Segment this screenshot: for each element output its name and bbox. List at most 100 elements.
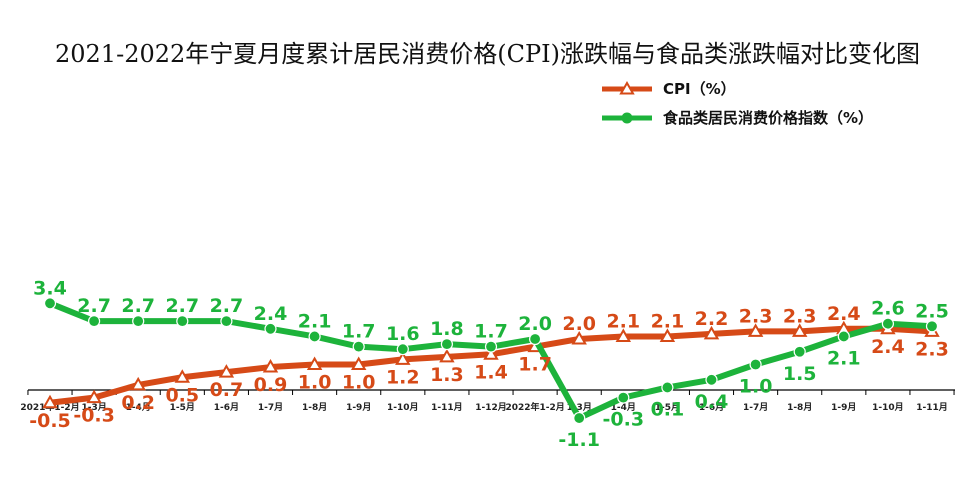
cpi-data-label: 1.7 — [518, 354, 552, 376]
food-data-label: -1.1 — [558, 429, 600, 451]
cpi-data-label: 2.3 — [783, 305, 817, 327]
cpi-data-label: 0.9 — [254, 374, 288, 396]
series-layer — [42, 297, 940, 425]
data-point — [350, 356, 367, 370]
cpi-data-label: 2.4 — [827, 303, 861, 325]
data-point — [484, 340, 498, 353]
food-data-label: 0.1 — [651, 398, 685, 420]
cpi-data-label: 1.3 — [430, 364, 464, 386]
cpi-data-label: 1.0 — [298, 372, 332, 394]
x-axis: 2021年1-2月1-3月1-4月1-5月1-6月1-7月1-8月1-9月1-1… — [20, 389, 955, 413]
data-point — [703, 325, 720, 340]
cpi-data-label: 2.1 — [651, 310, 685, 332]
cpi-data-label: 2.1 — [606, 310, 640, 332]
cpi-data-label: 1.0 — [342, 372, 376, 394]
data-point — [705, 373, 718, 386]
x-tick-label: 1-10月 — [387, 402, 419, 413]
data-point — [395, 351, 411, 365]
cpi-data-label: 2.0 — [562, 313, 596, 335]
cpi-data-label: 2.3 — [915, 338, 949, 360]
x-tick-label: 1-12月 — [475, 402, 507, 413]
food-data-label: 3.4 — [33, 277, 67, 299]
food-data-label: 1.7 — [342, 321, 376, 343]
data-point — [174, 369, 191, 383]
x-tick-label: 1-9月 — [346, 402, 371, 413]
x-tick-label: 1-11月 — [431, 402, 463, 413]
food-data-label: 2.1 — [827, 347, 861, 369]
cpi-data-label: -0.3 — [73, 405, 115, 427]
legend: CPI（%） 食品类居民消费价格指数（%） — [602, 80, 873, 127]
x-tick-label: 1-7月 — [258, 402, 283, 413]
data-point — [43, 297, 57, 310]
legend-item-cpi: CPI（%） — [602, 80, 736, 98]
data-point — [483, 346, 499, 360]
food-data-label: 1.0 — [739, 376, 773, 398]
data-point — [220, 315, 233, 328]
cpi-data-label: 2.3 — [739, 305, 773, 327]
series-food — [43, 297, 939, 425]
cpi-data-label: 2.2 — [695, 308, 729, 330]
x-tick-label: 1-10月 — [872, 402, 904, 413]
legend-marker-icon — [619, 80, 635, 95]
food-data-label: 2.5 — [915, 300, 949, 322]
data-point — [132, 315, 145, 328]
legend-label: CPI（%） — [663, 80, 736, 98]
data-point — [617, 391, 630, 404]
food-data-label: 1.6 — [386, 323, 420, 345]
food-data-label: 2.7 — [165, 295, 199, 317]
cpi-data-label: 1.4 — [474, 361, 508, 383]
x-tick-label: 1-8月 — [787, 402, 812, 413]
data-point — [528, 332, 542, 346]
food-data-label: 0.4 — [695, 391, 729, 413]
cpi-data-label: 2.4 — [871, 336, 905, 358]
data-point — [573, 411, 586, 425]
cpi-data-label: 0.2 — [121, 392, 155, 414]
data-point — [615, 328, 632, 342]
data-point — [306, 356, 323, 370]
series-cpi — [42, 320, 940, 409]
data-point — [747, 323, 764, 337]
food-data-label: -0.3 — [603, 409, 645, 431]
x-tick-label: 1-8月 — [302, 402, 327, 413]
food-data-label: 1.7 — [474, 321, 508, 343]
food-data-label: 1.5 — [783, 363, 817, 385]
data-point — [793, 345, 806, 358]
x-tick-label: 1-3月 — [81, 402, 106, 413]
data-point — [659, 328, 676, 342]
chart-title: 2021-2022年宁夏月度累计居民消费价格(CPI)涨跌幅与食品类涨跌幅对比变… — [55, 40, 920, 68]
data-point — [264, 322, 277, 335]
data-point — [352, 340, 365, 353]
data-point — [87, 315, 101, 328]
legend-marker-icon — [621, 112, 633, 124]
x-tick-label: 1-6月 — [214, 402, 239, 413]
food-data-label: 1.8 — [430, 318, 464, 340]
data-point — [881, 317, 895, 330]
legend-label: 食品类居民消费价格指数（%） — [663, 109, 873, 127]
data-point — [262, 359, 279, 373]
cpi-data-label: 0.7 — [210, 379, 244, 401]
food-data-label: 2.7 — [210, 295, 244, 317]
x-tick-label: 1-11月 — [916, 402, 948, 413]
food-data-label: 2.0 — [518, 313, 552, 335]
data-point — [86, 389, 102, 404]
x-tick-label: 1-5月 — [170, 402, 195, 413]
data-point — [749, 358, 762, 371]
food-data-label: 2.7 — [77, 295, 111, 317]
data-point — [440, 338, 453, 351]
data-point — [176, 315, 189, 328]
x-tick-label: 1-7月 — [743, 402, 768, 413]
data-point — [925, 320, 939, 333]
data-point — [308, 330, 321, 343]
data-point — [661, 381, 674, 394]
data-point — [791, 323, 808, 337]
food-data-label: 2.1 — [298, 310, 332, 332]
data-point — [218, 364, 235, 378]
x-tick-label: 1-6月 — [699, 402, 724, 413]
food-data-label: 2.6 — [871, 298, 905, 320]
x-tick-label: 1-3月 — [567, 402, 592, 413]
x-tick-label: 1-4月 — [611, 402, 636, 413]
legend-item-food: 食品类居民消费价格指数（%） — [602, 109, 873, 127]
cpi-data-label: -0.5 — [29, 410, 71, 432]
data-point — [42, 394, 58, 409]
